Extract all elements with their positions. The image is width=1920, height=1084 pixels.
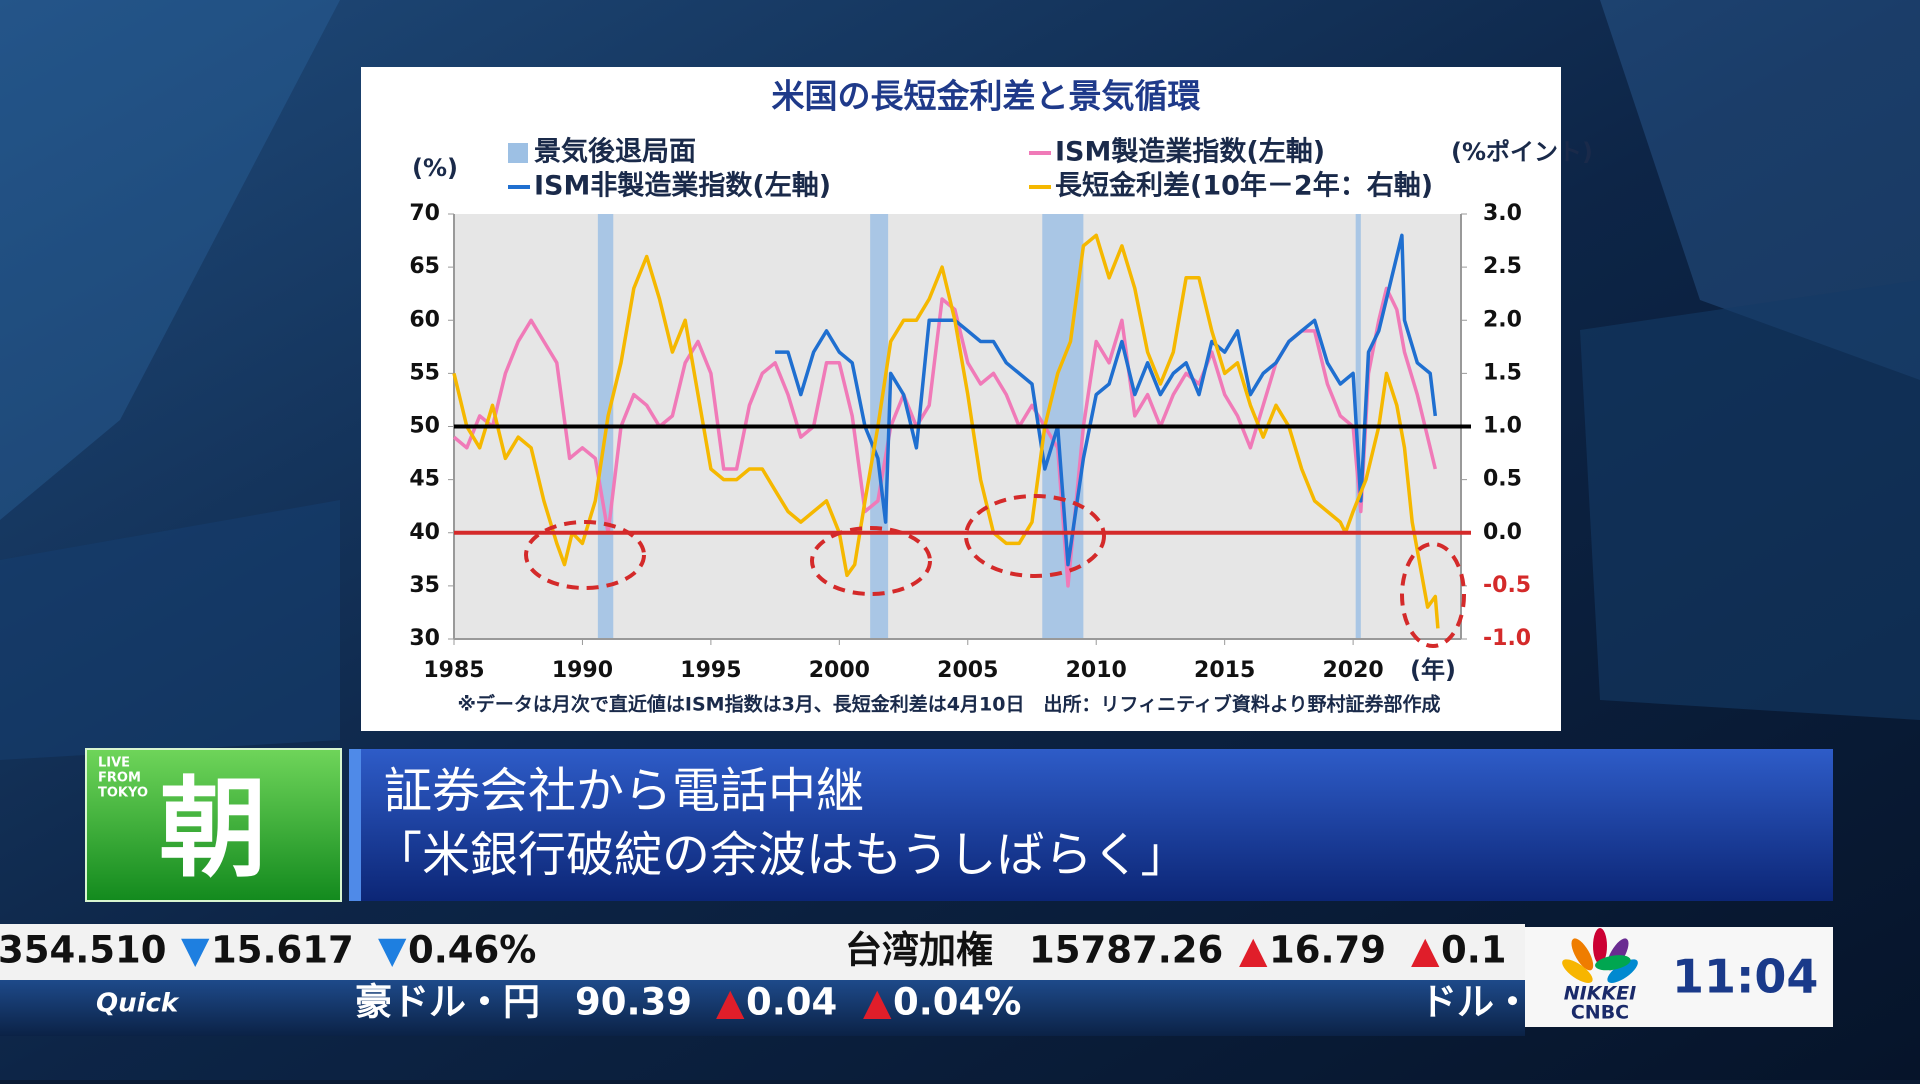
ticker-text: 0.04% <box>893 981 1021 1024</box>
highlight-ellipse <box>810 526 932 596</box>
y2-tick-label: 1.0 <box>1483 414 1522 439</box>
y-tick-label: 45 <box>409 467 440 492</box>
y-tick-label: 40 <box>409 520 440 545</box>
logo-peacock <box>1562 928 1638 983</box>
y2-tick-label: 1.5 <box>1483 360 1522 385</box>
y-tick-label: 35 <box>409 573 440 598</box>
ticker-arrow: ▲ <box>1239 929 1268 972</box>
bg-panel <box>0 500 340 760</box>
ticker-arrow: ▲ <box>1411 929 1440 972</box>
live-label: TOKYO <box>98 786 148 801</box>
y2-tick-label: -1.0 <box>1483 626 1531 651</box>
y2-tick-label: 0.5 <box>1483 467 1522 492</box>
y-axis-label: (%) <box>412 154 458 182</box>
ticker-text: 豪ドル・円 <box>355 981 540 1024</box>
ticker-text: 台湾加権 <box>845 929 993 972</box>
legend-label: 長短金利差(10年－2年：右軸) <box>1055 170 1433 202</box>
program-box <box>85 748 342 902</box>
ticker-arrow: ▲ <box>863 981 892 1024</box>
chart-title: 米国の長短金利差と景気循環 <box>772 77 1201 116</box>
highlight-ellipse <box>1400 542 1466 648</box>
ticker-bottom <box>0 980 1525 1036</box>
ticker-text: ドル・ <box>1420 981 1531 1024</box>
series-line <box>775 233 1438 567</box>
ticker-top <box>0 924 1525 980</box>
x-tick-label: 1990 <box>552 658 613 683</box>
ticker: 354.510 ▼ 15.617 ▼ 0.46% 台湾加権 15787.26 ▲ 16.79 ▲ 0… <box>0 929 1531 1024</box>
x-tick-label: 2000 <box>809 658 870 683</box>
y2-tick-label: 0.0 <box>1483 520 1522 545</box>
y-tick-label: 55 <box>409 360 440 385</box>
x-tick-label: 2010 <box>1066 658 1127 683</box>
ticker-arrow: ▼ <box>181 929 210 972</box>
headline: 証券会社から電話中継 <box>384 763 864 819</box>
x-tick-label: 2020 <box>1322 658 1383 683</box>
bg-panel <box>1580 280 1920 720</box>
ticker-text: 0.1 <box>1441 929 1507 972</box>
ticker-text: 0.04 <box>746 981 837 1024</box>
ticker-text: 90.39 <box>575 981 692 1024</box>
y-tick-label: 50 <box>409 414 440 439</box>
logo-text: NIKKEI <box>1564 983 1636 1005</box>
petal <box>1595 955 1631 971</box>
ticker-arrow: ▼ <box>378 929 407 972</box>
x-tick-label: 2005 <box>937 658 998 683</box>
headline: 「米銀行破綻の余波はもうしばらく」 <box>374 827 1189 883</box>
ticker-text: 16.79 <box>1269 929 1386 972</box>
bg-streak <box>0 0 340 520</box>
live-label: LIVE <box>98 756 130 771</box>
highlight-ellipse <box>964 494 1106 578</box>
legend-label: ISM非製造業指数(左軸) <box>534 171 831 202</box>
ticker-arrow: ▲ <box>716 981 745 1024</box>
x-tick-label: 2015 <box>1194 658 1255 683</box>
ticker-text: 15.617 <box>211 929 354 972</box>
y-tick-label: 30 <box>409 626 440 651</box>
chart: 米国の長短金利差と景気循環 (%) (%ポイント) (年) ※データは月次で直近… <box>409 77 1593 716</box>
annotation-group <box>524 494 1466 648</box>
petal <box>1593 928 1607 964</box>
headline-edge <box>349 749 361 901</box>
legend-label: ISM製造業指数(左軸) <box>1055 137 1325 168</box>
ticker-text: 0.46% <box>408 929 536 972</box>
x-tick-label: 1995 <box>680 658 741 683</box>
bg-streak <box>1600 0 1920 380</box>
petal <box>1562 959 1593 983</box>
y2-tick-label: 2.5 <box>1483 254 1522 279</box>
petal <box>1571 938 1594 971</box>
headline-bar <box>349 749 1833 901</box>
legend-label: 景気後退局面 <box>534 136 696 168</box>
ticker-source: Quick <box>96 989 180 1019</box>
ticker-text: 15787.26 <box>1029 929 1223 972</box>
chart-note: ※データは月次で直近値はISM指数は3月、長短金利差は4月10日 出所：リフィニ… <box>457 693 1440 716</box>
clock: 11:04 <box>1672 950 1818 1004</box>
program-name: 朝 <box>159 767 267 892</box>
series-line <box>452 233 1440 629</box>
x-axis-label: (年) <box>1410 656 1456 684</box>
y-tick-label: 70 <box>409 201 440 226</box>
y2-tick-label: 3.0 <box>1483 201 1522 226</box>
y2-tick-label: 2.0 <box>1483 307 1522 332</box>
y2-tick-label: -0.5 <box>1483 573 1531 598</box>
petal <box>1607 959 1638 983</box>
logo-text: CNBC <box>1571 1002 1629 1024</box>
x-tick-label: 1985 <box>423 658 484 683</box>
y-tick-label: 65 <box>409 254 440 279</box>
live-label: FROM <box>98 771 141 786</box>
y-tick-label: 60 <box>409 307 440 332</box>
highlight-ellipse <box>524 520 646 590</box>
legend-swatch <box>508 143 528 163</box>
ticker-text: 354.510 <box>0 929 167 972</box>
y2-axis-label: (%ポイント) <box>1451 138 1593 166</box>
